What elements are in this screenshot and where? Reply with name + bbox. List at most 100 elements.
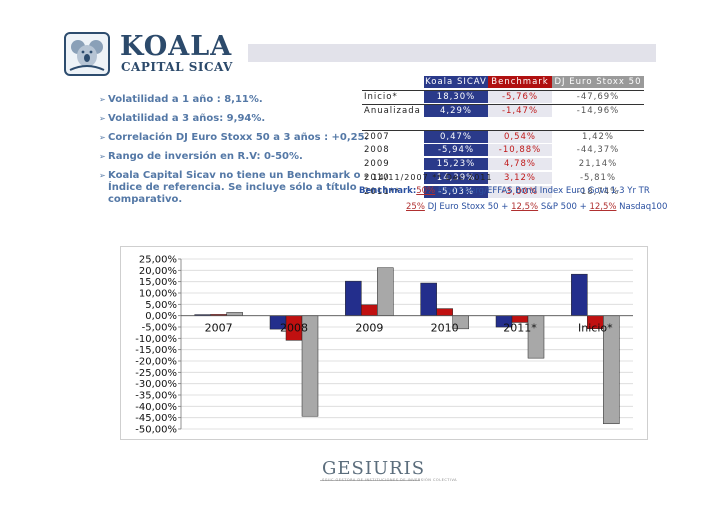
table-row-label: 2007 (364, 132, 390, 142)
bullet-text: Correlación DJ Euro Stoxx 50 a 3 años : … (108, 132, 369, 143)
table-cell-benchmark: -5,76% (488, 91, 552, 103)
bullet-text: Volatilidad a 1 año : 8,11%. (108, 94, 263, 105)
bar-stoxx-2009 (377, 267, 394, 316)
bullet-benchmark-note-line2: Índice de referencia. Se incluye sólo a … (108, 182, 357, 194)
benchmark-label: Benchmark: (359, 186, 417, 196)
x-tick-label: 2011* (503, 322, 537, 335)
bar-koala-2010 (420, 282, 437, 316)
bullet-text: Rango de inversión en R.V: 0-50%. (108, 151, 303, 162)
bullet-text: Koala Capital Sicav no tiene un Benchmar… (108, 170, 361, 181)
table-footnote: * 14/11/2007 ** Dec-2011 (364, 173, 493, 182)
table-row-label: 2009 (364, 159, 390, 169)
table-cell-benchmark: 3,12% (488, 172, 552, 184)
bar-benchmark-2009 (361, 304, 378, 316)
table-cell-benchmark: 0,54% (488, 131, 552, 143)
table-cell-stoxx: -5,81% (552, 172, 644, 184)
bullet-arrow-icon: ➢ (99, 171, 106, 180)
y-tick-label: 0,00% (145, 311, 177, 322)
y-tick-label: -40,00% (135, 402, 177, 413)
table-row-label: Inicio* (364, 92, 398, 102)
table-cell-stoxx: -44,37% (552, 144, 644, 156)
table-row: 2009 15,23% 4,78% 21,14% (362, 158, 644, 170)
table-cell-koala: 15,23% (424, 158, 488, 170)
table-row-label: 2008 (364, 145, 390, 155)
logo-name: KOALA (120, 31, 233, 62)
table-row: 2007 0,47% 0,54% 1,42% (362, 130, 644, 143)
benchmark-weight: 25% (406, 202, 425, 212)
benchmark-weight: 12,5% (511, 202, 539, 212)
benchmark-component: Nasdaq100 (616, 202, 668, 212)
x-tick-label: 2010 (431, 322, 459, 335)
table-cell-benchmark: 4,78% (488, 158, 552, 170)
table-cell-koala: 0,47% (424, 131, 488, 143)
table-cell-koala: 14,39% (424, 172, 488, 184)
gesiuris-divider (320, 480, 420, 481)
y-tick-label: 20,00% (139, 266, 177, 277)
table-row: Anualizada 4,29% -1,47% -14,96% (362, 104, 644, 117)
y-tick-label: -35,00% (135, 391, 177, 402)
table-cell-benchmark: -3,00% (488, 186, 552, 198)
logo-subtitle: CAPITAL SICAV (121, 60, 233, 74)
y-tick-label: -30,00% (135, 379, 177, 390)
benchmark-weight: 12,5% (589, 202, 617, 212)
benchmark-component: Bloomberg/EFFAS Bond Index Euro Govt 1-3… (435, 186, 650, 196)
table-cell-stoxx: 1,42% (552, 131, 644, 143)
table-cell-koala: 4,29% (424, 105, 488, 117)
table-cell-stoxx: -14,96% (552, 105, 644, 117)
chart-canvas: 25,00%20,00%15,00%10,00%5,00%0,00%-5,00%… (135, 255, 633, 436)
x-tick-label: 2008 (280, 322, 308, 335)
bullet-arrow-icon: ➢ (99, 95, 106, 104)
bullet-benchmark-note: ➢ Koala Capital Sicav no tiene un Benchma… (99, 170, 361, 182)
table-header-koala: Koala SICAV (424, 76, 488, 88)
y-tick-label: -15,00% (135, 345, 177, 356)
header-band (248, 44, 656, 62)
table-cell-koala: -5,03% (424, 186, 488, 198)
bullet-volatility-1y: ➢ Volatilidad a 1 año : 8,11%. (99, 94, 263, 106)
returns-bar-chart: 25,00% 20,00% 15,00% 10,00% 5,00% 0,00% -5,00%… (120, 246, 648, 440)
y-tick-label: -10,00% (135, 334, 177, 345)
benchmark-component: DJ Euro Stoxx 50 + (424, 202, 512, 212)
bar-stoxx-2007 (226, 312, 243, 316)
koala-logo: KOALA CAPITAL SICAV (64, 32, 234, 76)
benchmark-component: S&P 500 + (538, 202, 590, 212)
table-row: 2010 14,39% 3,12% -5,81% (362, 172, 644, 184)
y-tick-label: -20,00% (135, 357, 177, 368)
x-tick-label: 2009 (355, 322, 383, 335)
table-cell-stoxx: -47,69% (552, 91, 644, 103)
table-cell-koala: -5,94% (424, 144, 488, 156)
table-header-cell (362, 76, 424, 88)
bullet-arrow-icon: ➢ (99, 133, 106, 142)
bar-benchmark-2010 (436, 308, 453, 316)
bullet-text: Índice de referencia. Se incluye sólo a … (108, 182, 357, 193)
y-tick-label: 5,00% (145, 300, 177, 311)
table-row-label: 2011** (364, 187, 401, 197)
bullet-benchmark-note-line3: comparativo. (108, 194, 182, 206)
table-row: 2008 -5,94% -10,88% -44,37% (362, 144, 644, 156)
bullet-arrow-icon: ➢ (99, 152, 106, 161)
bullet-volatility-3y: ➢ Volatilidad a 3 años: 9,94%. (99, 113, 265, 125)
y-tick-label: 15,00% (139, 277, 177, 288)
benchmark-definition-line2: 25% DJ Euro Stoxx 50 + 12,5% S&P 500 + 1… (406, 202, 667, 212)
y-tick-label: -50,00% (135, 425, 177, 436)
y-tick-label: 10,00% (139, 289, 177, 300)
koala-emblem-icon (64, 32, 110, 76)
bullet-range: ➢ Rango de inversión en R.V: 0-50%. (99, 151, 303, 163)
benchmark-definition: Benchmark:50% Bloomberg/EFFAS Bond Index… (359, 186, 650, 196)
table-header-benchmark: Benchmark (488, 76, 552, 88)
table-cell-stoxx: 21,14% (552, 158, 644, 170)
y-tick-label: -45,00% (135, 413, 177, 424)
x-tick-label: Inicio* (578, 322, 613, 335)
table-row: 2011** -5,03% -3,00% -18,74% (362, 186, 644, 198)
y-tick-label: -5,00% (142, 323, 177, 334)
table-row-label: 2010 (364, 173, 390, 183)
bullet-text: comparativo. (108, 194, 183, 205)
bullet-correlation: ➢ Correlación DJ Euro Stoxx 50 a 3 años :… (99, 132, 369, 144)
gesiuris-tagline: SGIIC GESTORA DE INSTITUCIONES DE INVERS… (322, 478, 458, 482)
table-header-stoxx: DJ Euro Stoxx 50 (552, 76, 644, 88)
gesiuris-logo: GESIURIS (322, 458, 426, 479)
table-header-row: Koala SICAV Benchmark DJ Euro Stoxx 50 (362, 76, 644, 88)
table-cell-benchmark: -1,47% (488, 105, 552, 117)
table-row: Inicio* 18,30% -5,76% -47,69% (362, 90, 644, 103)
bullet-arrow-icon: ➢ (99, 114, 106, 123)
bar-koala-2009 (345, 280, 362, 316)
